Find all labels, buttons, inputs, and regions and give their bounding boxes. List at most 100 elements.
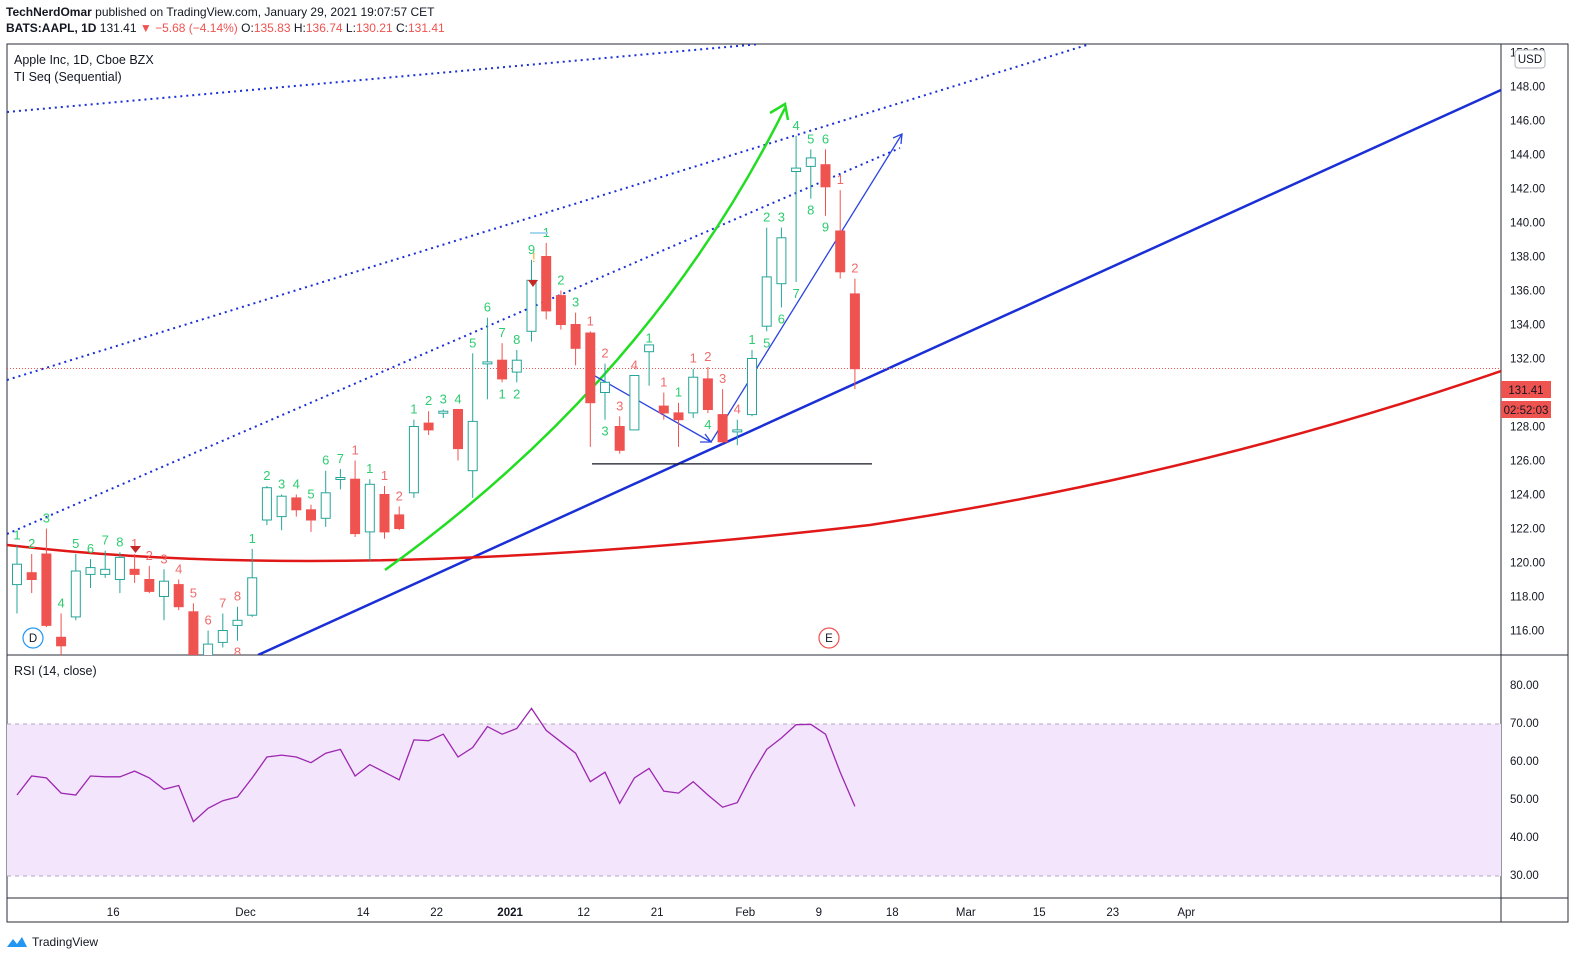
sequential-count-label: 3 — [719, 371, 726, 386]
sequential-count-label: 2 — [763, 210, 770, 225]
candle-body — [629, 375, 640, 431]
time-tick-label: 9 — [816, 907, 822, 919]
candle-body — [217, 630, 228, 643]
time-tick-label: 2021 — [497, 907, 523, 919]
sequential-count-label: 3 — [43, 511, 50, 526]
sequential-count-label: 2 — [425, 393, 432, 408]
sequential-count-label: 1 — [366, 461, 373, 476]
candle-body — [114, 556, 125, 581]
candle-body — [26, 572, 37, 581]
drawings[interactable]: 1234567812345678123456711121234567891231… — [7, 44, 1501, 692]
rsi-legend[interactable]: RSI (14, close) — [14, 664, 97, 678]
time-tick-label: 15 — [1033, 907, 1046, 919]
curve-red[interactable] — [7, 369, 1501, 563]
sequential-count-label: 4 — [704, 417, 711, 432]
candle-body — [585, 332, 596, 404]
price-axis[interactable]: 150.00148.00146.00144.00142.00140.00138.… — [1510, 48, 1545, 638]
countdown-tag: 02:52:03 — [1501, 401, 1551, 418]
price-change: −5.68 (−4.14%) — [155, 21, 238, 35]
candle-body — [673, 412, 684, 421]
sequential-count-label: 1 — [645, 330, 652, 345]
blue-arrow-down-head — [700, 433, 713, 443]
sequential-count-label: 6 — [87, 541, 94, 556]
channel-top-dotted[interactable] — [7, 44, 761, 113]
time-tick-label: 16 — [107, 907, 120, 919]
candle-body — [144, 579, 155, 592]
candle-body — [379, 494, 390, 533]
footer-brand[interactable]: TradingView — [32, 935, 99, 949]
candle-body — [173, 584, 184, 608]
close-value: 131.41 — [407, 21, 445, 35]
sequential-count-label: 4 — [57, 596, 64, 611]
dividend-marker[interactable]: D — [22, 627, 44, 649]
sequential-count-label: 6 — [822, 131, 829, 146]
price-tick-label: 128.00 — [1510, 422, 1545, 434]
candle-body — [453, 409, 463, 450]
author-name[interactable]: TechNerdOmar — [6, 5, 92, 19]
candle-body — [658, 405, 669, 414]
rsi-pane[interactable] — [16, 707, 856, 823]
candle-body — [291, 497, 302, 511]
candle-body — [541, 256, 552, 312]
currency-label: USD — [1518, 54, 1542, 66]
sequential-count-label: 6 — [204, 677, 211, 692]
sequential-count-label: 2 — [263, 468, 270, 483]
sequential-count-label: 6 — [484, 300, 491, 315]
candle-body — [600, 381, 610, 393]
candle-body — [56, 636, 67, 647]
sequential-count-label: 6 — [322, 453, 329, 468]
symbol-label[interactable]: BATS:AAPL, 1D — [6, 21, 97, 35]
sequential-count-label: 2 — [396, 488, 403, 503]
sequential-count-label: 6 — [778, 312, 785, 327]
chart-legend-title[interactable]: Apple Inc, 1D, Cboe BZX — [14, 53, 154, 67]
sequential-count-label: 3 — [616, 398, 623, 413]
candle-body — [276, 495, 287, 518]
sequential-count-label: 2 — [513, 386, 520, 401]
blue-arrow-up-head — [892, 132, 903, 145]
sequential-count-label: 1 — [381, 468, 388, 483]
price-tick-label: 118.00 — [1510, 592, 1544, 604]
sequential-count-label: 6 — [204, 613, 211, 628]
sequential-count-label: 5 — [469, 335, 476, 350]
sequential-count-label: 5 — [307, 487, 314, 502]
sequential-labels: 1234567812345678123456711121234567891231… — [13, 118, 858, 692]
rsi-axis[interactable]: 80.00 70.00 60.00 50.00 40.00 30.00 — [1510, 680, 1539, 882]
channel-bottom-dotted[interactable] — [7, 147, 901, 535]
candle-body — [747, 358, 757, 416]
candle-body — [364, 483, 375, 533]
candle-body — [320, 492, 331, 519]
candle-body — [438, 410, 449, 414]
price-tick-label: 132.00 — [1510, 354, 1545, 366]
sequential-count-label: 2 — [601, 346, 608, 361]
trendline-blue[interactable] — [257, 88, 1501, 655]
candle-body — [732, 429, 743, 433]
rsi-tick-label: 70.00 — [1510, 718, 1539, 730]
curve-green[interactable] — [384, 107, 787, 572]
last-price-tag: 131.41 — [1501, 381, 1551, 398]
indicator-legend[interactable]: TI Seq (Sequential) — [14, 70, 122, 84]
sequential-count-label: 5 — [763, 335, 770, 350]
sequential-count-label: 4 — [792, 118, 799, 133]
price-tick-label: 142.00 — [1510, 184, 1545, 196]
earnings-marker[interactable]: E — [818, 627, 840, 649]
blue-arrow-up[interactable] — [710, 133, 903, 443]
blue-arrow-down[interactable] — [594, 375, 712, 443]
sequential-count-label: 1 — [660, 375, 667, 390]
time-tick-label: 18 — [886, 907, 899, 919]
sequential-count-label: 1 — [410, 402, 417, 417]
candle-body — [526, 279, 537, 332]
chart-frame — [6, 43, 1569, 923]
channel-middle-dotted[interactable] — [7, 44, 1091, 381]
currency-button[interactable]: USD — [1514, 49, 1546, 69]
candle-body — [159, 580, 169, 598]
tradingview-logo-icon[interactable] — [6, 935, 28, 949]
time-axis[interactable]: 16 Dec 14 22 2021 12 21 Feb 9 18 Mar 15 23 Apr — [107, 907, 1196, 919]
time-tick-label: Dec — [235, 907, 256, 919]
time-tick-label: 14 — [357, 907, 370, 919]
candle-body — [835, 230, 846, 273]
rsi-tick-label: 50.00 — [1510, 794, 1539, 806]
sequential-count-label: 7 — [498, 325, 505, 340]
last-price-tag-text: 131.41 — [1508, 385, 1543, 397]
alert-icon: ! — [532, 250, 536, 265]
